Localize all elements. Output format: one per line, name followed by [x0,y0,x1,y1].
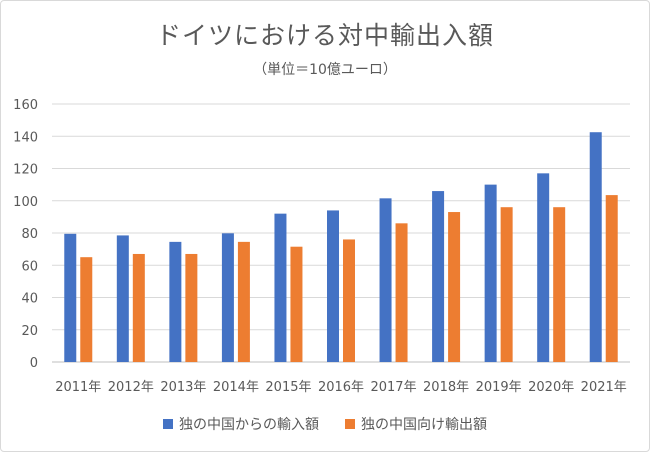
bar-export [80,257,93,362]
bar-export [185,253,198,362]
y-tick-label: 60 [21,259,38,274]
bar-export [132,253,145,362]
bar-import [432,191,445,362]
y-tick-label: 80 [21,227,38,242]
bar-import [169,241,182,362]
legend-item-imports: 独の中国からの輸入額 [163,414,319,434]
bar-export [553,207,566,362]
chart-title: ドイツにおける対中輸出入額 [155,21,494,50]
legend-label-exports: 独の中国向け輸出額 [361,417,487,433]
x-tick-label: 2011年 [55,380,101,395]
bar-import [274,213,287,362]
x-tick-label: 2015年 [265,380,311,395]
bar-import [116,235,129,362]
x-tick-label: 2018年 [423,380,469,395]
x-tick-label: 2014年 [213,380,259,395]
bar-export [290,246,303,362]
x-tick-label: 2019年 [476,380,522,395]
legend-label-imports: 独の中国からの輸入額 [179,417,319,433]
x-tick-label: 2012年 [108,380,154,395]
y-tick-label: 160 [13,98,38,113]
bar-export [237,241,250,362]
legend-swatch-imports [163,419,173,429]
y-tick-label: 40 [21,292,38,307]
x-tick-label: 2021年 [581,380,627,395]
bar-import [484,184,497,362]
y-tick-label: 100 [13,195,38,210]
bar-import [64,233,77,362]
bar-export [605,195,618,362]
legend-item-exports: 独の中国向け輸出額 [345,414,487,434]
bar-export [395,223,408,362]
chart-subtitle: （単位＝10億ユーロ） [253,62,397,78]
y-tick-label: 20 [21,324,38,339]
y-tick-label: 0 [30,356,38,371]
legend-swatch-exports [345,419,355,429]
x-tick-label: 2016年 [318,380,364,395]
legend: 独の中国からの輸入額 独の中国向け輸出額 [0,414,650,434]
y-tick-label: 140 [13,130,38,145]
y-tick-label: 120 [13,163,38,178]
bar-import [379,198,392,362]
x-tick-label: 2013年 [160,380,206,395]
bar-import [537,173,550,362]
bar-import [221,233,234,362]
x-tick-label: 2017年 [370,380,416,395]
bar-import [589,132,602,362]
bar-export [448,212,461,362]
bar-export [343,239,355,362]
x-tick-label: 2020年 [528,380,574,395]
bar-import [327,210,339,362]
bar-export [500,207,513,362]
